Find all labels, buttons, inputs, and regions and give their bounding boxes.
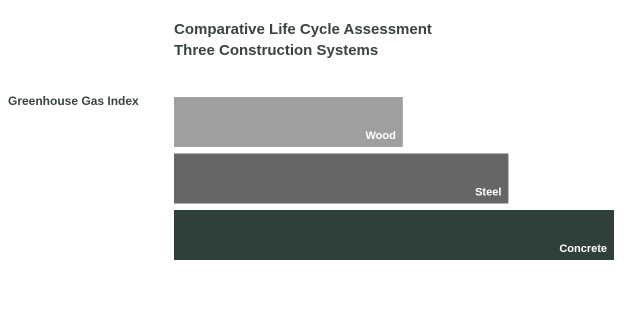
bar bbox=[174, 97, 403, 147]
bar bbox=[174, 210, 614, 260]
bar-label: Concrete bbox=[559, 243, 607, 255]
chart-subtitle: Three Construction Systems bbox=[174, 42, 378, 59]
bar-label: Steel bbox=[475, 186, 501, 198]
bar bbox=[174, 153, 509, 204]
bar-label: Wood bbox=[365, 130, 395, 142]
axis-label: Greenhouse Gas Index bbox=[8, 94, 139, 108]
chart-title: Comparative Life Cycle Assessment bbox=[174, 21, 432, 38]
